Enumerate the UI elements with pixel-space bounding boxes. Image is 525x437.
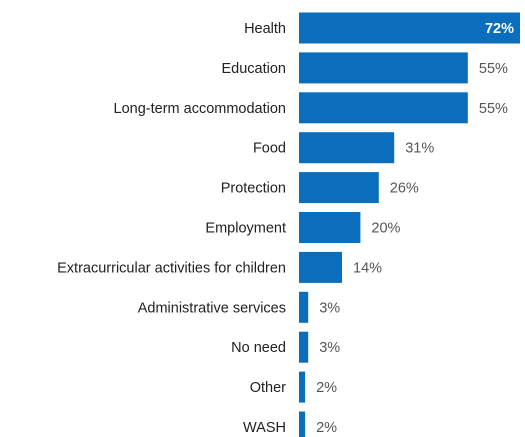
bar-6 (299, 251, 342, 283)
bar-2 (299, 92, 468, 124)
data-label: 72% (485, 21, 514, 37)
data-label: 26% (390, 181, 419, 197)
category-label: WASH (243, 420, 286, 436)
bar-8 (299, 331, 309, 363)
category-label: Other (250, 380, 286, 396)
category-label: Administrative services (138, 300, 286, 316)
data-label: 2% (316, 380, 337, 396)
data-label: 3% (319, 300, 340, 316)
value-labels: 72% 55% 55% 31% 26% 20% 14% 3% 3% 2% 2% (316, 21, 514, 436)
data-label: 55% (479, 61, 508, 77)
bar-7 (299, 291, 309, 323)
bar-10 (299, 411, 306, 437)
data-label: 3% (319, 340, 340, 356)
category-label: Education (222, 61, 287, 77)
category-label: Food (253, 141, 286, 157)
data-label: 31% (405, 141, 434, 157)
category-label: Extracurricular activities for children (57, 260, 286, 276)
bars-layer (299, 12, 520, 437)
bar-1 (299, 52, 468, 84)
data-label: 20% (371, 221, 400, 237)
category-label: Health (244, 21, 286, 37)
category-label: Long-term accommodation (114, 101, 286, 117)
bar-5 (299, 212, 361, 243)
category-label: Employment (205, 221, 286, 237)
category-labels: Health Education Long-term accommodation Fo… (57, 21, 286, 436)
bar-4 (299, 172, 379, 204)
data-label: 55% (479, 101, 508, 117)
bar-0 (299, 12, 520, 44)
category-label: No need (231, 340, 286, 356)
bar-9 (299, 371, 306, 403)
category-label: Protection (221, 181, 286, 197)
data-label: 14% (353, 260, 382, 276)
bar-3 (299, 132, 395, 164)
data-label: 2% (316, 420, 337, 436)
